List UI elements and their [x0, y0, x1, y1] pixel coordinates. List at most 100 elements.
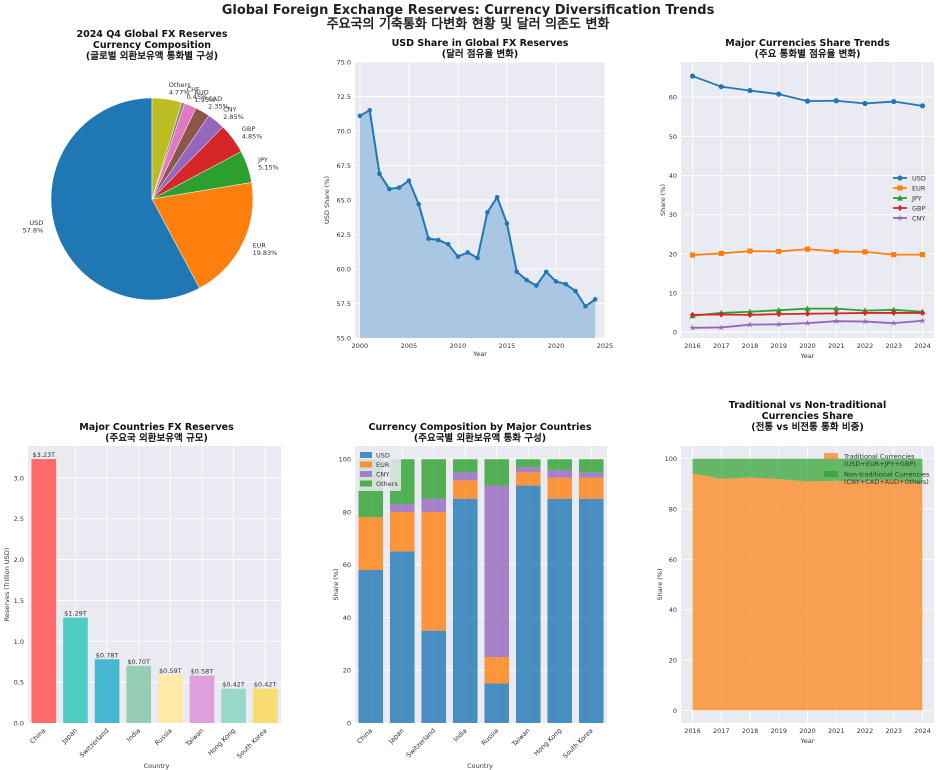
major-trends-y-tick-label: 30 [669, 211, 677, 219]
legend-label-usd: USD [912, 175, 926, 183]
usd-share-x-tick-label: 2020 [548, 342, 565, 350]
series-point-gbp [804, 310, 811, 317]
legend-label-eur: EUR [912, 185, 926, 193]
country-reserves-y-tick-label: 0.0 [14, 720, 24, 728]
traditional-x-tick-label: 2017 [713, 727, 730, 735]
stack-segment-others-taiwan [515, 459, 541, 468]
traditional-x-tick-label: 2021 [828, 727, 845, 735]
series-point-cny [804, 319, 811, 327]
series-point-cny [832, 317, 840, 325]
stack-segment-cny-switzerland [421, 498, 447, 512]
usd-share-point [455, 254, 461, 259]
major-trends-y-tick-label: 40 [669, 172, 677, 180]
usd-share-y-tick-label: 65.0 [337, 197, 351, 205]
stack-segment-eur-india [452, 480, 478, 499]
composition-y-tick-label: 0 [347, 720, 351, 728]
major-trends-y-tick-label: 60 [669, 94, 677, 102]
country-reserves-y-tick-label: 1.0 [14, 638, 24, 646]
stack-segment-cny-south-korea [578, 472, 604, 478]
usd-share-x-tick-label: 2000 [352, 342, 369, 350]
country-tick-label: Russia [153, 727, 173, 747]
composition-xlabel: Country [467, 762, 493, 770]
series-point-jpy [804, 305, 811, 312]
composition-tick-label: Taiwan [510, 727, 532, 749]
pie-label: USD [29, 219, 43, 227]
legend-label-gbp: GBP [912, 205, 925, 213]
series-point-eur [689, 252, 696, 258]
pie-label: CAD [208, 95, 222, 103]
country-reserves-title-line: Major Countries FX Reserves [79, 422, 234, 433]
pie-label: Others [169, 81, 191, 89]
legend-label: Non-traditional Currencies [844, 471, 930, 479]
traditional-x-tick-label: 2022 [857, 727, 874, 735]
legend-swatch-non-traditional [824, 471, 838, 477]
usd-share-point [583, 303, 588, 309]
traditional-y-tick-label: 60 [669, 556, 677, 564]
usd-share-y-tick-label: 60.0 [337, 266, 351, 274]
traditional-y-tick-label: 0 [673, 707, 677, 715]
reserve-bar-south-korea [252, 688, 278, 723]
reserve-bar-japan [63, 617, 88, 723]
stack-segment-others-switzerland [421, 459, 447, 499]
reserve-value-label: $0.59T [159, 667, 182, 675]
series-point-eur [747, 248, 753, 254]
stack-segment-eur-russia [484, 657, 510, 684]
traditional-y-tick-label: 20 [669, 657, 677, 665]
major-trends-title-line: (주요 통화별 점유율 변화) [754, 48, 860, 60]
country-tick-label: Switzerland [78, 727, 110, 759]
stack-segment-usd-russia [484, 683, 510, 723]
stack-segment-others-india [452, 459, 478, 473]
pie-slice-eur [151, 182, 254, 289]
pie-label: CNY [223, 105, 236, 113]
country-reserves-xlabel: Country [144, 762, 170, 770]
traditional-chart: Traditional vs Non-traditionalCurrencies… [656, 400, 934, 745]
composition-title-line: (주요국별 외환보유액 통화 구성) [414, 432, 546, 444]
pie-pct-label: 57.8% [23, 227, 44, 235]
usd-share-chart: USD Share in Global FX Reserves(달러 점유율 변… [323, 38, 613, 358]
stack-segment-usd-taiwan [515, 485, 541, 723]
series-point-usd [891, 98, 897, 105]
country-reserves-y-tick-label: 2.5 [14, 515, 24, 523]
series-point-cny [919, 317, 926, 324]
traditional-x-tick-label: 2018 [742, 727, 759, 735]
usd-share-area [359, 110, 596, 338]
composition-tick-label: India [452, 727, 469, 744]
pie-pct-label: 4.77% [169, 89, 190, 97]
figure-subtitle: 주요국의 기축통화 다변화 현황 및 달러 의존도 변화 [326, 17, 610, 32]
composition-y-tick-label: 60 [343, 561, 351, 569]
country-reserves-y-tick-label: 0.5 [14, 679, 24, 687]
legend-swatch-others [360, 480, 372, 487]
composition-tick-label: Hong Kong [533, 727, 564, 758]
major-trends-y-tick-label: 0 [673, 329, 677, 337]
traditional-title-line: (전통 vs 비전통 통화 비중) [751, 421, 863, 433]
legend-label: (CNY+CAD+AUD+Others) [844, 478, 929, 486]
major-trends-xlabel: Year [800, 352, 815, 360]
major-trends-y-tick-label: 10 [669, 289, 677, 297]
usd-share-x-tick-label: 2005 [401, 342, 418, 350]
usd-share-ylabel: USD Share (%) [323, 176, 331, 224]
legend-label: Traditional Currencies [843, 453, 915, 461]
stack-segment-cny-hong-kong [547, 469, 573, 478]
country-tick-label: China [28, 727, 47, 746]
usd-share-point [514, 269, 520, 275]
stack-segment-usd-hong-kong [547, 498, 573, 723]
reserve-value-label: $0.42T [254, 681, 277, 689]
usd-share-point [377, 171, 382, 177]
series-point-eur [804, 246, 811, 252]
country-reserves-y-tick-label: 1.5 [14, 597, 24, 605]
major-trends-x-tick-label: 2020 [799, 342, 816, 350]
stack-segment-usd-japan [389, 551, 415, 723]
usd-share-point [573, 288, 578, 294]
series-point-jpy [833, 305, 840, 312]
series-point-gbp [919, 309, 926, 317]
series-point-gbp [747, 311, 753, 319]
reserve-bar-switzerland [94, 659, 120, 723]
country-reserves-y-tick-label: 2.0 [14, 556, 24, 564]
series-point-eur [919, 252, 926, 258]
usd-share-point [475, 255, 480, 261]
traditional-x-tick-label: 2016 [684, 727, 701, 735]
traditional-y-tick-label: 80 [669, 505, 677, 513]
country-reserves-ylabel: Reserves (Trillion USD) [3, 548, 11, 622]
country-tick-label: South Korea [235, 727, 269, 761]
